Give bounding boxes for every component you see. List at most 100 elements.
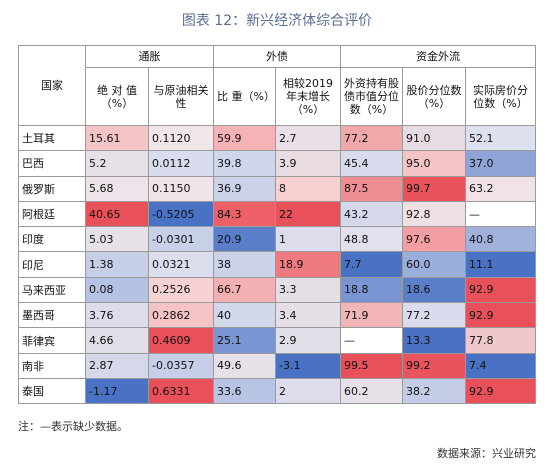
cell: 0.2526 bbox=[148, 276, 214, 304]
country-cell: 阿根廷 bbox=[18, 200, 86, 228]
country-cell: 印尼 bbox=[18, 251, 86, 278]
cell: 5.68 bbox=[85, 175, 149, 202]
cell: 40 bbox=[213, 302, 276, 329]
column-header: 与原油相关性 bbox=[148, 67, 214, 126]
cell: 36.9 bbox=[213, 175, 276, 202]
country-cell: 墨西哥 bbox=[18, 302, 86, 329]
country-cell: 泰国 bbox=[18, 377, 86, 405]
country-cell: 马来西亚 bbox=[18, 276, 86, 304]
cell: 92.9 bbox=[465, 302, 536, 329]
cell: 92.9 bbox=[465, 377, 536, 405]
cell: 77.8 bbox=[465, 327, 536, 354]
cell: 99.7 bbox=[402, 175, 466, 202]
header-row: 绝 对 值（%） 与原油相关性比 重（%） 相较2019年末增长（%） 外资持有股债市… bbox=[19, 67, 536, 126]
cell: 0.2862 bbox=[148, 302, 214, 329]
column-header: 绝 对 值（%） bbox=[85, 67, 149, 126]
cell: 52.1 bbox=[465, 124, 536, 152]
cell: -0.0301 bbox=[148, 226, 214, 253]
cell: 20.9 bbox=[213, 226, 276, 253]
country-cell: 南非 bbox=[18, 352, 86, 379]
country-cell: 菲律宾 bbox=[18, 327, 86, 354]
table-row: 印度 5.03 -0.0301 20.9 1 48.8 97.6 40.8 bbox=[18, 226, 536, 253]
cell: 43.2 bbox=[340, 200, 403, 228]
cell: 0.0112 bbox=[148, 150, 214, 177]
cell: 3.9 bbox=[275, 150, 341, 177]
group-header: 资金外流 bbox=[340, 45, 536, 68]
cell: 92.9 bbox=[465, 276, 536, 304]
table-row: 巴西 5.2 0.0112 39.8 3.9 45.4 95.0 37.0 bbox=[18, 150, 536, 177]
cell: 3.76 bbox=[85, 302, 149, 329]
cell: -0.0357 bbox=[148, 352, 214, 379]
cell: 0.1120 bbox=[148, 124, 214, 152]
cell: 8 bbox=[275, 175, 341, 202]
cell: 95.0 bbox=[402, 150, 466, 177]
cell: 4.66 bbox=[85, 327, 149, 354]
cell: 40.65 bbox=[85, 200, 149, 228]
cell: 0.4609 bbox=[148, 327, 214, 354]
cell: 84.3 bbox=[213, 200, 276, 228]
cell: 15.61 bbox=[85, 124, 149, 152]
cell: 0.1150 bbox=[148, 175, 214, 202]
cell: 37.0 bbox=[465, 150, 536, 177]
cell: 92.8 bbox=[402, 200, 466, 228]
cell: 18.8 bbox=[340, 276, 403, 304]
cell: 39.8 bbox=[213, 150, 276, 177]
cell: 99.5 bbox=[340, 352, 403, 379]
cell: 7.4 bbox=[465, 352, 536, 379]
footnote: 注：—表示缺少数据。 bbox=[18, 420, 128, 433]
country-cell: 俄罗斯 bbox=[18, 175, 86, 202]
source: 数据来源：兴业研究 bbox=[437, 447, 536, 460]
cell: — bbox=[465, 200, 536, 228]
cell: 1.38 bbox=[85, 251, 149, 278]
cell: 77.2 bbox=[402, 302, 466, 329]
header-row: 国家 通胀 外债 资金外流 bbox=[18, 45, 536, 126]
cell: 59.9 bbox=[213, 124, 276, 152]
cell: 2.87 bbox=[85, 352, 149, 379]
cell: 60.0 bbox=[402, 251, 466, 278]
cell: 38 bbox=[213, 251, 276, 278]
cell: 3.4 bbox=[275, 302, 341, 329]
cell: 66.7 bbox=[213, 276, 276, 304]
cell: 97.6 bbox=[402, 226, 466, 253]
table: 国家 通胀 外债 资金外流绝 对 值（%） 与原油相关性比 重（%） 相较2019年末增长… bbox=[18, 45, 536, 405]
table-row: 泰国 -1.17 0.6331 33.6 2 60.2 38.2 92.9 bbox=[18, 377, 536, 405]
cell: 3.3 bbox=[275, 276, 341, 304]
column-header: 相较2019年末增长（%） bbox=[275, 67, 341, 126]
column-header: 实际房价分位数（%） bbox=[465, 67, 536, 126]
country-cell: 巴西 bbox=[18, 150, 86, 177]
cell: 5.2 bbox=[85, 150, 149, 177]
cell: 33.6 bbox=[213, 377, 276, 405]
cell: 1 bbox=[275, 226, 341, 253]
cell: 77.2 bbox=[340, 124, 403, 152]
cell: 25.1 bbox=[213, 327, 276, 354]
cell: 91.0 bbox=[402, 124, 466, 152]
cell: -3.1 bbox=[275, 352, 341, 379]
cell: 2.9 bbox=[275, 327, 341, 354]
cell: 18.9 bbox=[275, 251, 341, 278]
table-row: 墨西哥 3.76 0.2862 40 3.4 71.9 77.2 92.9 bbox=[18, 302, 536, 329]
cell: 45.4 bbox=[340, 150, 403, 177]
column-header: 国家 bbox=[18, 45, 86, 126]
cell: -0.5205 bbox=[148, 200, 214, 228]
table-row: 印尼 1.38 0.0321 38 18.9 7.7 60.0 11.1 bbox=[18, 251, 536, 278]
cell: 13.3 bbox=[402, 327, 466, 354]
column-header: 外资持有股债市值分位数（%） bbox=[340, 67, 403, 126]
cell: 99.2 bbox=[402, 352, 466, 379]
cell: 2 bbox=[275, 377, 341, 405]
cell: 22 bbox=[275, 200, 341, 228]
table-row: 马来西亚 0.08 0.2526 66.7 3.3 18.8 18.6 92.9 bbox=[18, 276, 536, 304]
cell: 11.1 bbox=[465, 251, 536, 278]
table-row: 土耳其 15.61 0.1120 59.9 2.7 77.2 91.0 52.1 bbox=[18, 124, 536, 152]
group-header: 外债 bbox=[213, 45, 341, 68]
cell: 48.8 bbox=[340, 226, 403, 253]
country-cell: 土耳其 bbox=[18, 124, 86, 152]
country-cell: 印度 bbox=[18, 226, 86, 253]
cell: 2.7 bbox=[275, 124, 341, 152]
title: 图表 12：新兴经济体综合评价 bbox=[181, 13, 373, 29]
cell: 71.9 bbox=[340, 302, 403, 329]
cell: — bbox=[340, 327, 403, 354]
cell: 38.2 bbox=[402, 377, 466, 405]
cell: 0.0321 bbox=[148, 251, 214, 278]
cell: 5.03 bbox=[85, 226, 149, 253]
